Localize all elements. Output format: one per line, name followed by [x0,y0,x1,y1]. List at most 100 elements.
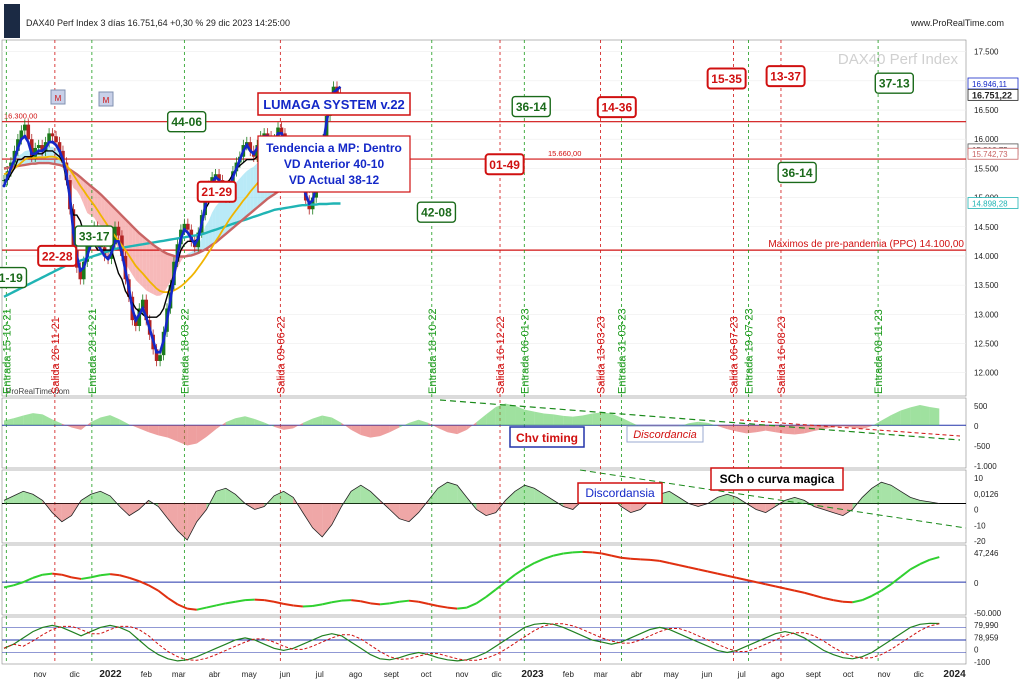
subpanel-tick-label: -100 [974,658,991,667]
sch-area [389,503,400,519]
chv-area [852,425,863,430]
osc-segment [582,550,593,554]
signal-label: Salida 09-06-22 [275,316,287,394]
chv-area [862,425,872,430]
blue-dot [335,88,339,92]
osc-segment [900,568,911,578]
sch-line [3,481,940,541]
annotation-box [484,153,525,176]
cloud-segment [205,220,209,250]
x-tick-label: 2024 [943,669,966,680]
chv-area [81,422,91,430]
blue-dot [64,172,68,176]
cloud-segment [208,212,213,248]
x-tick-label: dic [70,670,80,679]
chv-area [563,415,573,426]
cloud-segment [219,199,223,240]
osc-segment [842,600,853,604]
osc-segment [418,600,429,605]
cloud-segment [132,226,136,281]
osc-segment [794,589,805,594]
right-value-label: 15.742,73 [972,150,1008,159]
chv-area [910,405,921,426]
right-value-box [967,147,1019,160]
osc-segment [736,576,747,581]
signal-label: Entrada 08-11-23 [873,309,885,394]
osc-segment [196,606,207,611]
cloud-segment [146,239,150,293]
price-tick-label: 12.000 [974,369,999,378]
x-tick-label: jun [279,670,291,679]
blue-dot [127,286,131,290]
cloud-segment [80,177,84,205]
osc-segment [177,603,188,610]
blue-dot [148,327,152,331]
right-value-box [967,88,1019,101]
annotation-label: 01-49 [489,158,520,172]
signal-label: Entrada 18-10-22 [427,308,439,394]
chv-area [476,414,487,426]
osc-segment [245,598,255,602]
candle-body [248,142,253,151]
price-tick-label: 12.500 [974,339,999,348]
cloud-segment [135,229,140,284]
sch-trendline [579,469,967,529]
chv-area [71,425,82,430]
osc-segment [457,606,467,610]
osc-segment [543,554,554,560]
chv-area [592,412,602,426]
price-tick-label: 14.500 [974,223,999,232]
sch-area [842,503,853,516]
candle-body [57,142,62,151]
chv-area [100,415,111,426]
sch-area [216,488,226,504]
sch-area [4,495,14,504]
bottom-signal-line [3,623,940,661]
sch-area [534,488,544,504]
blue-dot [30,152,34,156]
x-tick-label: sept [384,670,400,679]
chv-area [524,409,535,426]
x-tick-label: feb [563,670,575,679]
price-tick-label: 14.000 [974,252,999,261]
sch-area [81,494,91,504]
chv-area [32,413,43,426]
osc-segment [100,573,111,577]
signal-label: Entrada 06-01-23 [519,308,531,394]
chv-area [360,425,371,438]
chv-area [881,415,892,426]
osc-segment [909,563,921,571]
osc-segment [630,557,641,561]
chv-area [389,425,400,433]
chv-area [457,425,467,435]
blue-dot [23,134,27,138]
annotation-box [0,266,28,289]
candle-body [134,320,138,326]
cloud-segment [149,241,154,295]
chv-area [447,425,458,435]
x-tick-label: dic [914,670,924,679]
osc-segment [533,557,545,564]
cloud-segment [94,188,98,224]
subpanel-tick-label: 0 [974,646,979,655]
osc-segment [157,589,169,599]
chv-area [341,422,352,430]
osc-segment [351,599,361,603]
osc-segment [466,602,477,609]
osc-segment [428,602,439,607]
blue-dot [85,254,89,258]
signal-label: Salida 13-03-23 [596,316,608,394]
chv-area [842,425,853,428]
right-value-label: 16.751,22 [972,90,1012,100]
sch-area [437,482,448,504]
signal-label: Entrada 19-07-23 [744,308,756,394]
price-tick-label: 17.500 [974,48,999,57]
candle-body [50,133,55,137]
osc-segment [379,602,390,606]
blue-dot [252,152,256,156]
osc-segment [890,576,902,586]
osc-segment [215,602,226,607]
sch-area [871,482,882,504]
chv-area [312,415,323,426]
chv-area [804,425,814,434]
